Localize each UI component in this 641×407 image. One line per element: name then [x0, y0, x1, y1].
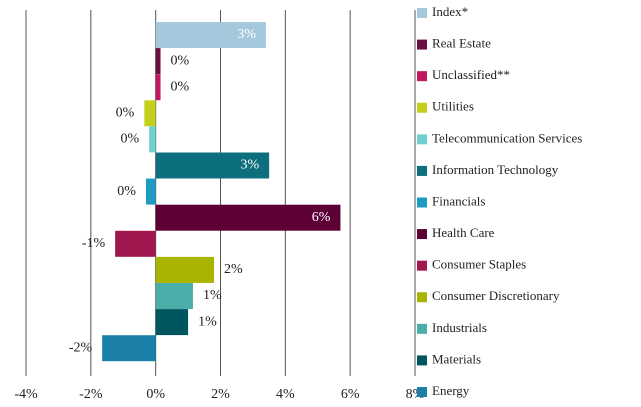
- legend-swatch: [417, 197, 427, 208]
- value-label: 1%: [198, 314, 217, 329]
- value-label: 3%: [237, 27, 256, 42]
- value-label: 0%: [171, 79, 190, 94]
- legend-swatch: [417, 71, 427, 82]
- x-tick-label: 2%: [211, 387, 230, 402]
- x-tick-label: -4%: [14, 387, 38, 402]
- legend-label: Industrials: [432, 320, 487, 335]
- bar: [102, 335, 156, 362]
- legend-swatch: [417, 229, 427, 240]
- legend-swatch: [417, 134, 427, 145]
- bar: [155, 152, 270, 179]
- legend-swatch: [417, 8, 427, 18]
- legend-label: Consumer Discretionary: [432, 288, 560, 303]
- bar: [149, 126, 156, 153]
- value-label: 1%: [203, 288, 222, 303]
- legend-label: Financials: [432, 193, 485, 208]
- legend-label: Health Care: [432, 225, 495, 240]
- bar: [155, 204, 341, 231]
- legend-label: Unclassified**: [432, 67, 510, 82]
- legend-label: Index*: [432, 4, 468, 19]
- x-tick-label: 6%: [341, 387, 360, 402]
- bar: [155, 74, 161, 101]
- bar: [155, 256, 215, 283]
- bar: [145, 178, 156, 205]
- legend-label: Consumer Staples: [432, 257, 526, 272]
- x-tick-label: 4%: [276, 387, 295, 402]
- bar: [155, 283, 193, 309]
- legend-swatch: [417, 260, 427, 271]
- legend-label: Telecommunication Services: [432, 130, 582, 145]
- value-label: 0%: [117, 184, 136, 199]
- bar: [144, 100, 156, 127]
- legend-label: Energy: [432, 383, 470, 398]
- bar: [115, 230, 156, 257]
- legend-label: Utilities: [432, 99, 474, 114]
- bar: [155, 309, 189, 336]
- legend-label: Real Estate: [432, 36, 491, 51]
- value-label: 3%: [240, 158, 259, 173]
- value-label: 0%: [116, 106, 135, 121]
- x-tick-label: 0%: [146, 387, 165, 402]
- legend-swatch: [417, 292, 427, 303]
- legend-swatch: [417, 39, 427, 50]
- legend-label: Information Technology: [432, 162, 559, 177]
- legend-swatch: [417, 355, 427, 366]
- value-label: 2%: [224, 262, 243, 277]
- value-label: 0%: [121, 132, 140, 147]
- legend-swatch: [417, 102, 427, 113]
- bar: [155, 48, 161, 75]
- value-label: -2%: [69, 340, 93, 355]
- legend-swatch: [417, 323, 427, 334]
- bar: [155, 22, 266, 48]
- value-label: 0%: [171, 53, 190, 68]
- legend-label: Materials: [432, 351, 481, 366]
- value-label: -1%: [82, 236, 106, 251]
- value-label: 6%: [312, 210, 331, 225]
- legend-swatch: [417, 387, 427, 397]
- legend-swatch: [417, 165, 427, 176]
- x-tick-label: -2%: [79, 387, 103, 402]
